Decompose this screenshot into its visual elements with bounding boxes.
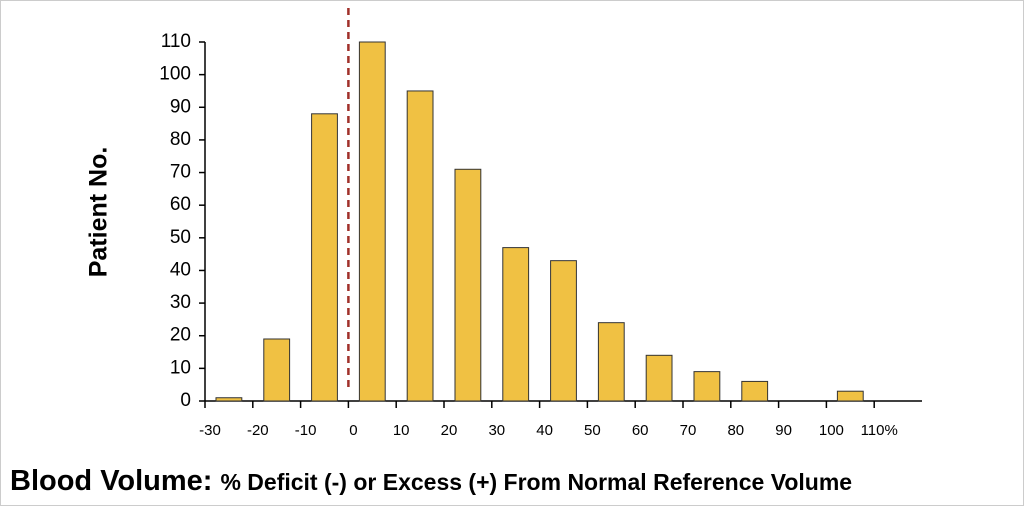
y-tick-label: 60 [170, 194, 191, 215]
y-tick-label: 40 [170, 259, 191, 280]
y-tick-label: 80 [170, 129, 191, 150]
x-tick-label: -30 [199, 422, 221, 439]
y-tick-label: 90 [170, 96, 191, 117]
x-tick-label: 90 [775, 422, 792, 439]
x-tick-label: -20 [247, 422, 269, 439]
bar [693, 371, 721, 402]
y-tick-label: 50 [170, 227, 191, 248]
x-axis-label-main: Blood Volume: [10, 465, 212, 497]
bar [215, 397, 243, 402]
x-tick-label: 70 [680, 422, 697, 439]
x-tick-label: 30 [488, 422, 505, 439]
bar [550, 260, 577, 402]
x-axis-label-detail: % Deficit (-) or Excess (+) From Normal … [220, 469, 852, 495]
bar [454, 168, 482, 402]
bar [406, 90, 434, 402]
x-tick-label: 100 [819, 422, 844, 439]
bar [597, 322, 625, 402]
y-tick-label: 110 [161, 31, 191, 52]
x-tick-label: -10 [295, 422, 317, 439]
bar [263, 338, 291, 402]
bar [645, 354, 673, 402]
x-tick-label: 20 [441, 422, 458, 439]
bar [741, 380, 769, 402]
x-tick-label: 110% [861, 422, 898, 439]
bar [836, 390, 864, 402]
x-tick-label: 60 [632, 422, 649, 439]
y-tick-label: 20 [170, 325, 191, 346]
y-tick-label: 70 [170, 162, 191, 183]
y-tick-label: 100 [159, 64, 191, 85]
x-tick-label: 0 [349, 422, 357, 439]
x-tick-label: 10 [393, 422, 410, 439]
bar [502, 247, 530, 402]
y-tick-label: 10 [170, 357, 191, 378]
x-tick-label: 50 [584, 422, 601, 439]
x-axis-label: Blood Volume: % Deficit (-) or Excess (+)… [10, 465, 852, 497]
y-tick-label: 30 [170, 292, 191, 313]
bar [311, 113, 338, 402]
bar [358, 41, 386, 402]
x-tick-label: 80 [727, 422, 744, 439]
y-tick-label: 0 [180, 390, 191, 411]
x-tick-label: 40 [536, 422, 553, 439]
y-axis-label: Patient No. [85, 147, 113, 278]
